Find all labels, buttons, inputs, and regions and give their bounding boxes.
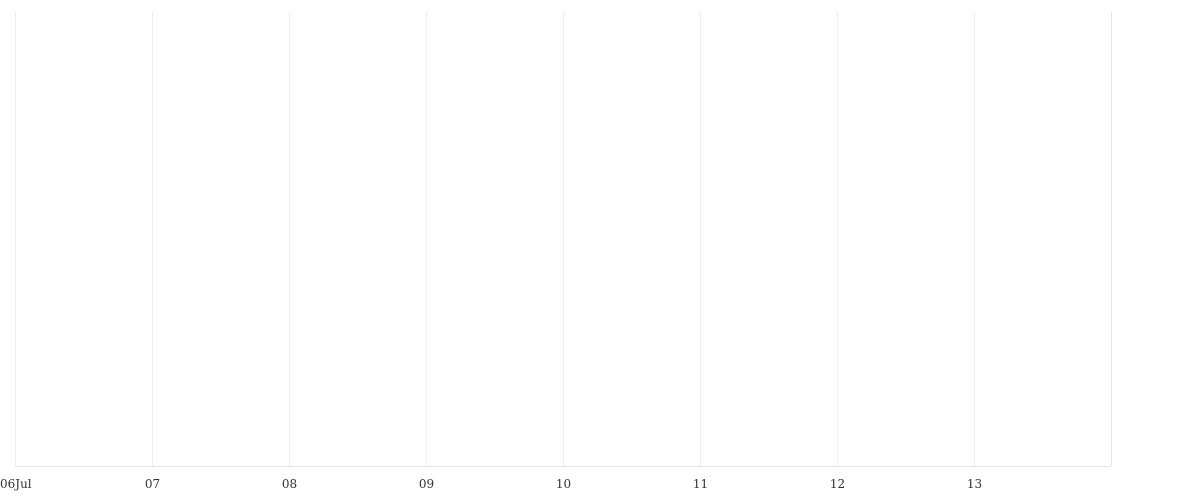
x-tick-label: 11	[693, 477, 708, 491]
grid	[15, 12, 975, 466]
x-tick-label: 13	[967, 477, 982, 491]
x-tick-label: 12	[830, 477, 845, 491]
x-tick-label: 10	[556, 477, 571, 491]
x-tick-label: 06Jul	[0, 477, 32, 491]
x-tick-label: 09	[419, 477, 434, 491]
tick-labels: 06Jul070809101112139,9259,9509,97510,000…	[0, 477, 982, 491]
x-tick-label: 08	[282, 477, 297, 491]
axes	[15, 12, 1112, 467]
x-tick-label: 07	[145, 477, 160, 491]
